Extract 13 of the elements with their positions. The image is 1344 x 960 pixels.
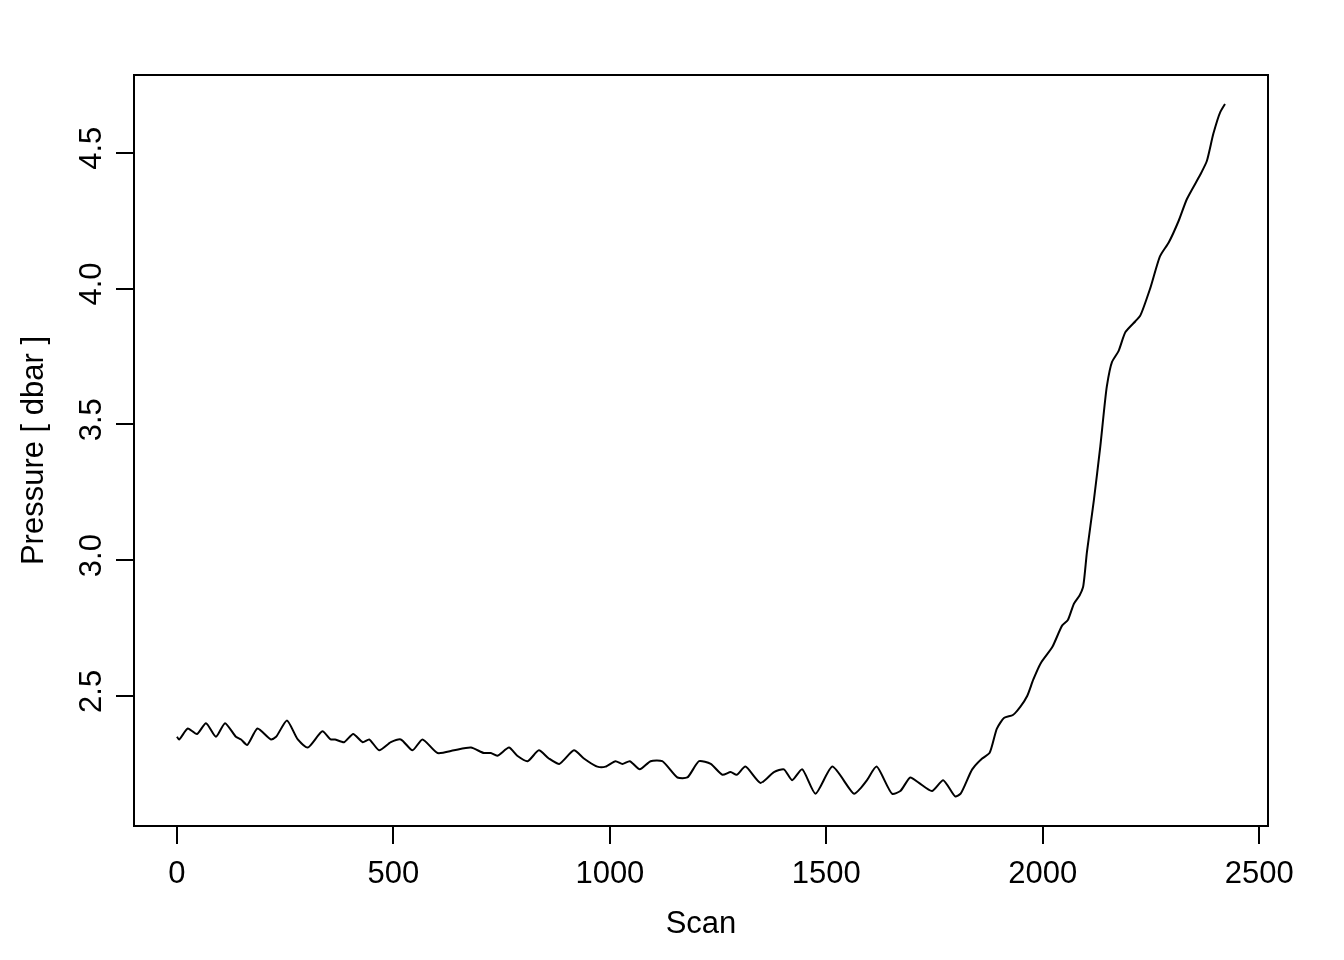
x-tick-label: 0 <box>168 855 186 891</box>
y-tick-label: 2.5 <box>72 669 108 713</box>
y-axis-title: Pressure [ dbar ] <box>14 335 50 566</box>
x-axis-title: Scan <box>665 904 737 940</box>
y-tick-label: 3.0 <box>72 534 108 578</box>
y-tick-label: 4.0 <box>72 262 108 306</box>
y-tick-label: 4.5 <box>72 126 108 170</box>
x-tick-label: 1500 <box>791 855 861 891</box>
x-tick-label: 1000 <box>575 855 645 891</box>
y-tick-label: 3.5 <box>72 398 108 442</box>
x-tick-label: 2000 <box>1008 855 1078 891</box>
x-tick-label: 2500 <box>1224 855 1294 891</box>
x-tick-label: 500 <box>367 855 420 891</box>
